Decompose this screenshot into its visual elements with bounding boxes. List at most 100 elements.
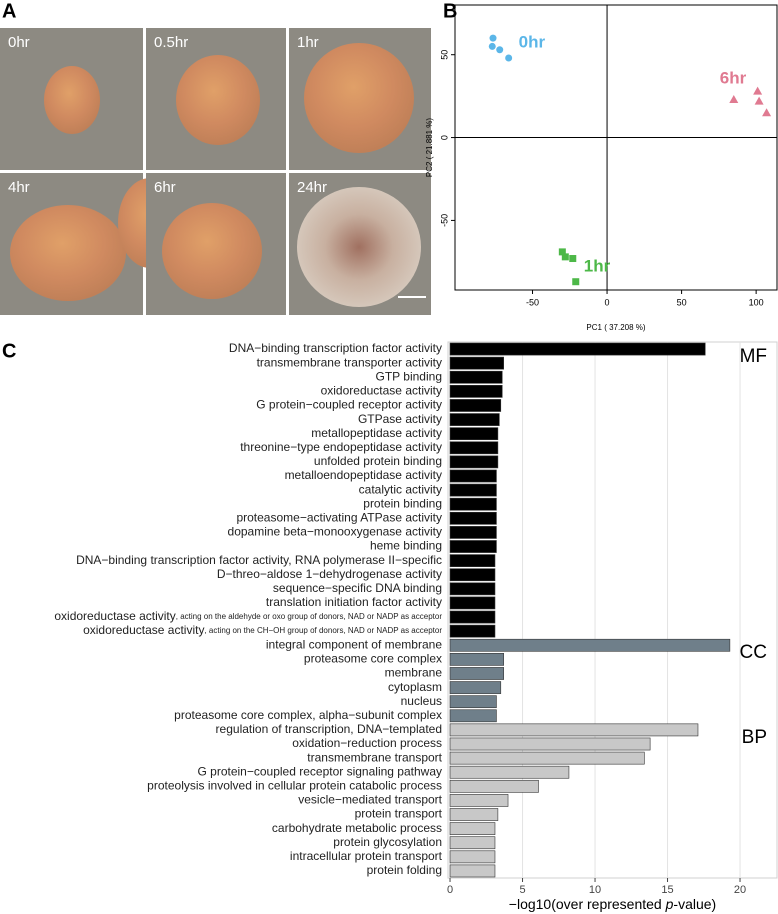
point (753, 86, 763, 95)
category-label: threonine−type endopeptidase activity (240, 440, 442, 454)
series-label: 6hr (720, 69, 747, 88)
photo-caption: 1hr (297, 34, 319, 51)
x-tick-label: 20 (734, 884, 746, 896)
y-tick-label: 50 (439, 50, 449, 60)
bar (449, 497, 497, 511)
x-axis-label-part: −log10(over represented (509, 896, 666, 912)
point (762, 108, 772, 117)
category-label: metallopeptidase activity (311, 426, 442, 440)
category-label: proteasome core complex, alpha−subunit c… (174, 708, 442, 722)
category-label: oxidoreductase activity, acting on the a… (54, 609, 442, 623)
bar (449, 709, 497, 723)
category-label: dopamine beta−monooxygenase activity (228, 525, 442, 539)
category-label: translation initiation factor activity (266, 595, 442, 609)
embryo (10, 205, 126, 301)
bar (449, 483, 497, 497)
bar (449, 441, 499, 455)
category-detail: , acting on the CH−OH group of donors, N… (204, 626, 442, 635)
x-tick-label: 0 (605, 297, 610, 307)
category-label: catalytic activity (359, 482, 442, 496)
bar (449, 582, 496, 596)
category-label: intracellular protein transport (290, 849, 443, 863)
bar (449, 751, 645, 765)
bar (449, 540, 497, 553)
bar (449, 653, 504, 666)
category-label: integral component of membrane (266, 637, 442, 651)
x-axis-label-part: p (665, 896, 674, 912)
point (729, 94, 739, 103)
series-label: 1hr (584, 257, 611, 276)
bar (449, 554, 496, 567)
category-label: proteolysis involved in cellular protein… (147, 778, 442, 792)
category-label: proteasome−activating ATPase activity (236, 510, 442, 524)
point (569, 255, 577, 263)
category-label: oxidoreductase activity, acting on the C… (83, 623, 442, 637)
group-label: CC (740, 642, 767, 663)
bar (449, 723, 699, 737)
category-main: oxidoreductase activity (83, 623, 204, 637)
bar (449, 356, 504, 370)
category-label: protein transport (355, 807, 443, 821)
panel-label: C (2, 340, 16, 362)
category-label: G protein−coupled receptor activity (256, 398, 442, 412)
panel-label: B (443, 0, 457, 22)
photo-caption: 0.5hr (154, 34, 188, 51)
photo-caption: 24hr (297, 179, 327, 196)
point (558, 248, 566, 256)
photo-caption: 6hr (154, 179, 176, 196)
category-label: GTP binding (376, 369, 443, 383)
bar (449, 455, 499, 469)
bar (449, 526, 497, 539)
bar (449, 864, 496, 878)
x-tick-label: -50 (526, 297, 539, 307)
bar (449, 779, 539, 793)
category-main: oxidoreductase activity (54, 609, 175, 623)
bar (449, 370, 503, 384)
series-label: 0hr (519, 33, 546, 52)
bar (449, 695, 497, 709)
bar (449, 427, 499, 441)
x-tick-label: 15 (661, 884, 673, 896)
category-label: membrane (385, 666, 443, 680)
bar (449, 765, 570, 779)
x-axis-label-part: -value) (673, 896, 716, 912)
point (489, 34, 497, 42)
category-label: nucleus (401, 694, 442, 708)
group-label: MF (740, 346, 767, 367)
category-label: transmembrane transport (307, 750, 442, 764)
embryo (297, 187, 421, 307)
category-label: oxidation−reduction process (292, 736, 442, 750)
bar (449, 596, 496, 610)
category-label: metalloendopeptidase activity (285, 468, 442, 482)
bar (449, 681, 502, 694)
bar (449, 610, 496, 624)
bar (449, 808, 499, 821)
embryo (44, 66, 100, 134)
y-tick-label: -50 (439, 214, 449, 227)
x-tick-label: 5 (519, 884, 525, 896)
category-label: GTPase activity (358, 412, 442, 426)
category-label: unfolded protein binding (314, 454, 442, 468)
bar (449, 737, 651, 751)
category-label: protein binding (363, 496, 442, 510)
category-label: DNA−binding transcription factor activit… (229, 341, 442, 355)
group-label: BP (742, 727, 767, 748)
bar (449, 667, 504, 680)
go-bar-chart: C 0 5 10 15 20 DNA−binding transcription facto… (2, 340, 778, 912)
category-label: proteasome core complex (304, 652, 442, 666)
photo-caption: 4hr (8, 179, 30, 196)
bar (449, 469, 497, 483)
point (561, 253, 569, 261)
point (754, 96, 764, 105)
bar (449, 850, 496, 864)
category-label: DNA−binding transcription factor activit… (76, 553, 442, 567)
bar (449, 385, 503, 398)
point (505, 54, 513, 62)
y-tick-label: 0 (439, 135, 449, 140)
bar (449, 836, 496, 850)
x-tick-label: 0 (447, 884, 453, 896)
embryo (162, 203, 262, 299)
bar (449, 399, 502, 412)
pca-plot: B -50 0 50 100 -50 0 50 PC1 ( 37.208 %) PC2 ( 21.… (425, 0, 778, 332)
category-label: protein glycosylation (333, 835, 442, 849)
